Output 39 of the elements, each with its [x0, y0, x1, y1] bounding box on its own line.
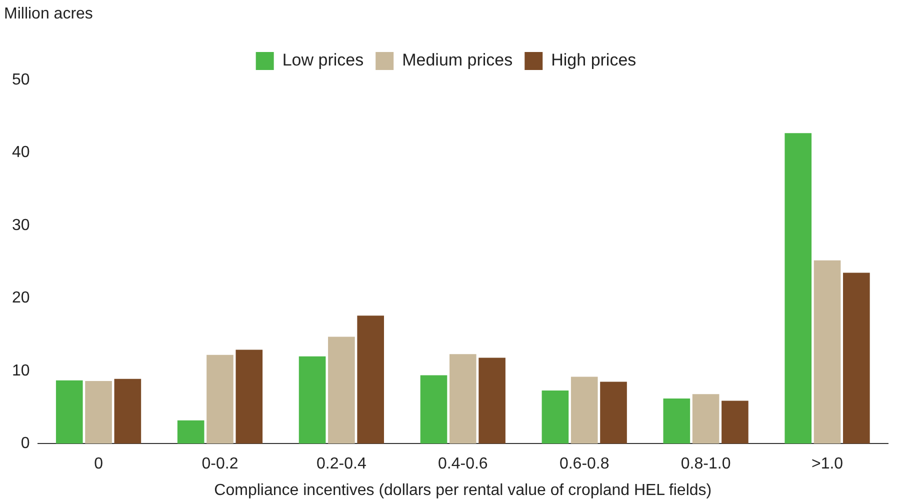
y-tick-label: 20 — [12, 290, 30, 307]
bar — [663, 398, 690, 444]
y-tick-label: 0 — [20, 435, 30, 452]
bar — [692, 394, 720, 444]
bar — [328, 336, 355, 444]
x-tick-label: 0.6-0.8 — [559, 456, 610, 473]
y-tick-label: 50 — [12, 71, 30, 88]
bar — [449, 354, 476, 444]
x-tick-label: >1.0 — [811, 456, 844, 473]
bar — [56, 380, 83, 444]
x-tick-label: 0.2-0.4 — [316, 456, 366, 473]
bar — [843, 272, 870, 444]
bar — [570, 376, 598, 444]
bar — [177, 420, 204, 444]
bar — [236, 350, 263, 444]
x-tick-label: 0.8-1.0 — [680, 456, 731, 473]
bar — [478, 358, 506, 444]
bar — [114, 378, 142, 444]
bar — [542, 390, 569, 444]
bar — [298, 356, 326, 444]
x-tick-label: 0-0.2 — [202, 456, 238, 473]
bar — [420, 375, 448, 444]
bar — [722, 400, 748, 444]
legend-label: High prices — [551, 50, 636, 70]
bar — [357, 316, 384, 444]
bar — [784, 133, 812, 444]
y-tick-label: 40 — [12, 144, 30, 162]
bar — [814, 260, 841, 444]
bar — [85, 381, 112, 444]
x-tick-label: 0 — [94, 456, 104, 473]
y-tick-label: 30 — [12, 216, 30, 234]
y-axis-title: Million acres — [4, 5, 93, 22]
legend-label: Low prices — [282, 50, 364, 70]
bar — [600, 382, 627, 444]
legend-label: Medium prices — [402, 50, 513, 70]
x-tick-label: 0.4-0.6 — [438, 456, 488, 473]
y-tick-label: 10 — [12, 362, 30, 380]
x-axis-title: Compliance incentives (dollars per rental value of cropland HEL fields) — [214, 482, 712, 499]
bar — [206, 354, 234, 444]
